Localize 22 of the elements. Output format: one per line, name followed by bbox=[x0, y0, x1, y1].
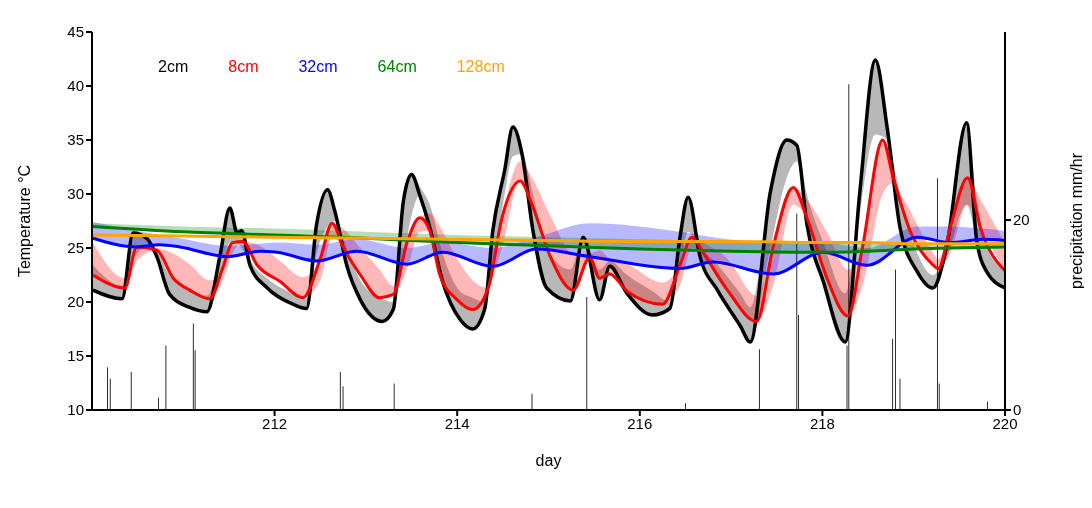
y-tick-label: 10 bbox=[67, 401, 84, 419]
line-series bbox=[92, 233, 1005, 246]
x-tick-label: 214 bbox=[444, 414, 470, 432]
y2-tick-label: 20 bbox=[1013, 211, 1030, 229]
text: 32cm bbox=[298, 58, 338, 76]
x-axis-title: day bbox=[535, 452, 562, 469]
line-series bbox=[92, 235, 1005, 276]
x-tick-label: 216 bbox=[627, 414, 653, 432]
x-tick-label: 218 bbox=[809, 414, 835, 432]
y-tick-label: 40 bbox=[67, 77, 84, 95]
y-tick-label: 30 bbox=[67, 185, 84, 203]
y-tick-label: 45 bbox=[67, 23, 84, 41]
y-tick-label: 20 bbox=[67, 293, 84, 311]
y-tick-label: 15 bbox=[67, 347, 84, 365]
text: 64cm bbox=[377, 58, 417, 76]
y-tick-label: 35 bbox=[67, 131, 84, 149]
text: 128cm bbox=[456, 58, 505, 76]
x-tick-label: 212 bbox=[262, 414, 288, 432]
y-axis-title: Temperature °C bbox=[15, 164, 33, 278]
y-tick-label: 25 bbox=[67, 239, 84, 257]
text: 2cm bbox=[158, 58, 189, 76]
text: 8cm bbox=[228, 58, 259, 76]
